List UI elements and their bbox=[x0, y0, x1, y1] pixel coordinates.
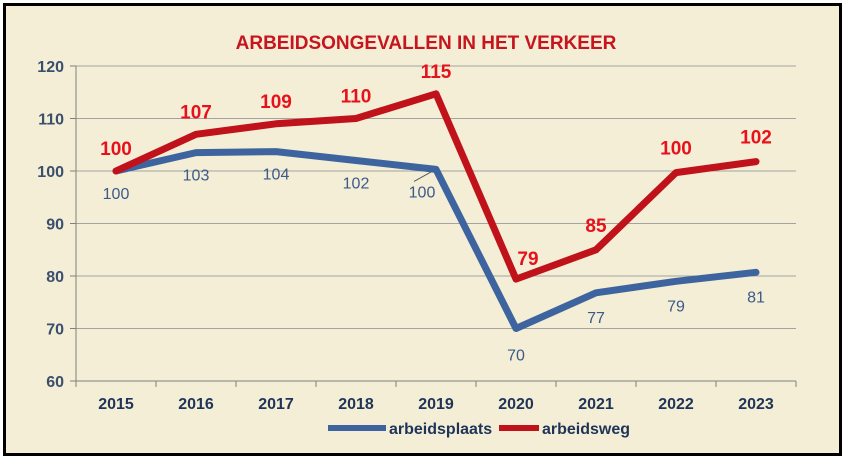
legend-label-arbeidsweg: arbeidsweg bbox=[542, 421, 630, 438]
series-line-arbeidsweg bbox=[112, 90, 760, 283]
y-tick-label: 110 bbox=[38, 112, 64, 129]
data-label-arbeidsplaats-2015: 100 bbox=[103, 186, 130, 203]
chart-frame: ARBEIDSONGEVALLEN IN HET VERKEER 60 70 80 9… bbox=[3, 3, 842, 456]
data-label-arbeidsplaats-2023: 81 bbox=[747, 289, 765, 306]
data-label-arbeidsplaats-2017: 104 bbox=[263, 167, 290, 184]
y-tick-label: 90 bbox=[46, 217, 64, 234]
y-tick-label: 120 bbox=[37, 59, 64, 76]
line-chart: ARBEIDSONGEVALLEN IN HET VERKEER 60 70 80 9… bbox=[37, 33, 797, 438]
x-tick-label-2022: 2022 bbox=[658, 396, 694, 413]
data-label-arbeidsweg-2018: 110 bbox=[341, 87, 372, 108]
chart-area: ARBEIDSONGEVALLEN IN HET VERKEER 60 70 80 9… bbox=[6, 6, 839, 453]
data-label-arbeidsweg-2016: 107 bbox=[180, 102, 212, 123]
data-label-arbeidsweg-2020: 79 bbox=[517, 249, 538, 270]
x-tick-label-2023: 2023 bbox=[738, 396, 774, 413]
data-label-arbeidsweg-2023: 102 bbox=[740, 128, 772, 149]
x-tick-label-2021: 2021 bbox=[578, 396, 614, 413]
x-tick-label-2019: 2019 bbox=[418, 396, 454, 413]
data-label-arbeidsplaats-2022: 79 bbox=[667, 298, 685, 315]
data-label-arbeidsweg-2022: 100 bbox=[660, 139, 692, 160]
data-label-arbeidsweg-2017: 109 bbox=[260, 92, 292, 113]
data-label-arbeidsweg-2015: 100 bbox=[100, 139, 132, 160]
data-label-arbeidsplaats-2016: 103 bbox=[183, 168, 210, 185]
data-label-arbeidsplaats-2020: 70 bbox=[507, 348, 525, 365]
y-tick-label: 80 bbox=[46, 269, 64, 286]
y-tick-label: 60 bbox=[46, 374, 64, 391]
x-tick-label-2020: 2020 bbox=[498, 396, 534, 413]
data-label-arbeidsplaats-2018: 102 bbox=[343, 176, 370, 193]
data-label-arbeidsplaats-2021: 77 bbox=[587, 310, 605, 327]
x-tick-label-2016: 2016 bbox=[178, 396, 214, 413]
legend-label-arbeidsplaats: arbeidsplaats bbox=[389, 421, 492, 438]
x-tick-label-2018: 2018 bbox=[338, 396, 374, 413]
y-tick-label: 70 bbox=[46, 322, 64, 339]
data-label-arbeidsweg-2021: 85 bbox=[585, 216, 607, 237]
x-tick-label-2015: 2015 bbox=[98, 396, 134, 413]
data-label-leader-line bbox=[413, 170, 433, 182]
y-tick-label: 100 bbox=[37, 164, 64, 181]
x-tick-label-2017: 2017 bbox=[258, 396, 294, 413]
data-label-arbeidsweg-2019: 115 bbox=[421, 62, 452, 83]
series-line-arbeidsplaats bbox=[112, 148, 760, 332]
data-label-arbeidsplaats-2019: 100 bbox=[409, 184, 436, 201]
chart-title: ARBEIDSONGEVALLEN IN HET VERKEER bbox=[236, 33, 617, 54]
